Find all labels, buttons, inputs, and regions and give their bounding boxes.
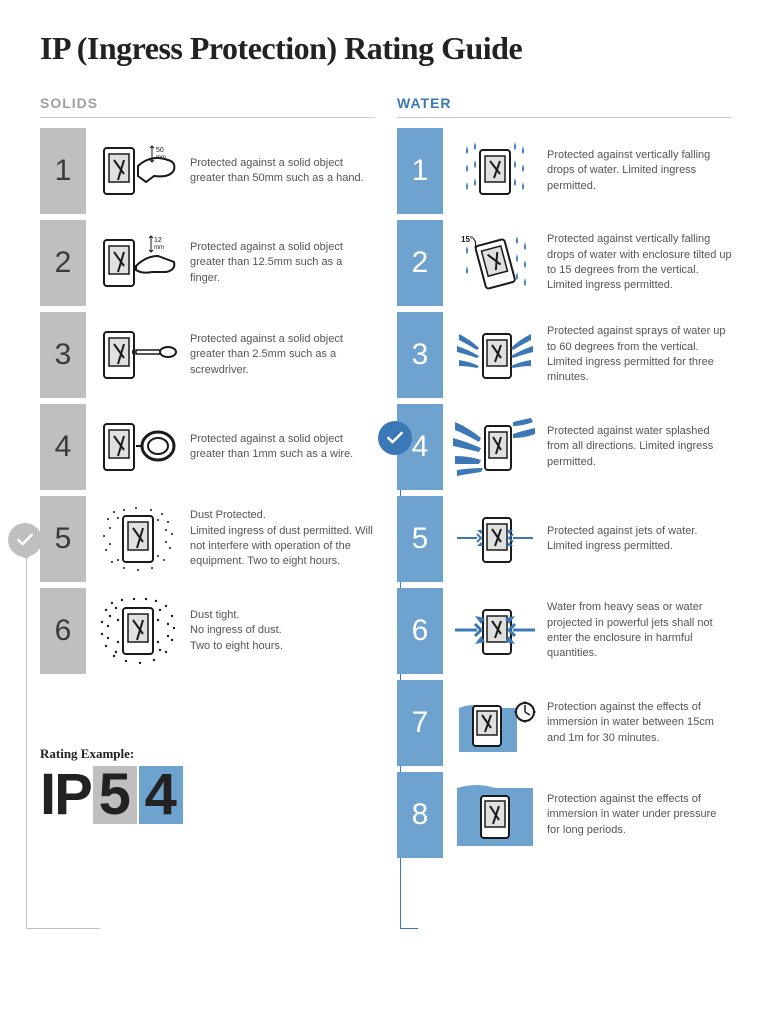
solids-icon-4: [96, 404, 180, 490]
solids-row: 4 Protected against a solid object great…: [40, 404, 375, 490]
water-number: 3: [397, 312, 443, 398]
solids-number: 4: [40, 404, 86, 490]
water-desc: Water from heavy seas or water projected…: [547, 600, 732, 662]
water-desc: Protected against water splashed from al…: [547, 424, 732, 470]
water-icon-8: [453, 772, 537, 858]
water-row: 7 Protection against the effects of imme…: [397, 680, 732, 766]
water-row: 5 Prote: [397, 496, 732, 582]
water-row: 8 Protection against the effects of imme…: [397, 772, 732, 858]
solids-row: 5 Dust Protected.Limited ingress of dust…: [40, 496, 375, 582]
svg-text:mm: mm: [154, 245, 164, 251]
svg-text:12: 12: [154, 237, 162, 244]
solids-icon-5: [96, 496, 180, 582]
solids-desc: Protected against a solid object greater…: [190, 332, 375, 378]
rating-water-digit: 4: [139, 766, 183, 824]
solids-number: 2: [40, 220, 86, 306]
water-desc: Protected against vertically falling dro…: [547, 148, 732, 194]
rating-prefix: IP: [40, 766, 91, 824]
page-title: IP (Ingress Protection) Rating Guide: [40, 30, 732, 67]
columns-container: SOLIDS 1 50 mm Protected against a solid…: [40, 95, 732, 864]
water-icon-1: [453, 128, 537, 214]
solids-desc: Protected against a solid object greater…: [190, 432, 375, 463]
water-header: WATER: [397, 95, 732, 118]
column-solids: SOLIDS 1 50 mm Protected against a solid…: [40, 95, 375, 864]
solids-icon-2: 12 mm: [96, 220, 180, 306]
svg-text:15°: 15°: [461, 235, 473, 244]
solids-icon-1: 50 mm: [96, 128, 180, 214]
solids-desc: Dust Protected.Limited ingress of dust p…: [190, 508, 375, 570]
water-icon-3: [453, 312, 537, 398]
rating-example-label: Rating Example:: [40, 746, 375, 762]
water-number: 5: [397, 496, 443, 582]
water-number: 2: [397, 220, 443, 306]
water-number: 1: [397, 128, 443, 214]
solids-row: 6 Dust tight.No ingress of dust.Two to e…: [40, 588, 375, 674]
solids-header: SOLIDS: [40, 95, 375, 118]
water-row: 3 Protected against sprays of: [397, 312, 732, 398]
water-row: 2 15° Protected aga: [397, 220, 732, 306]
solids-desc: Protected against a solid object greater…: [190, 156, 375, 187]
solids-desc: Protected against a solid object greater…: [190, 240, 375, 286]
water-desc: Protected against sprays of water up to …: [547, 324, 732, 386]
water-row: 4 Protected against water spl: [397, 404, 732, 490]
check-icon-water: [378, 421, 412, 455]
water-number: 6: [397, 588, 443, 674]
water-desc: Protected against jets of water. Limited…: [547, 524, 732, 555]
solids-desc: Dust tight.No ingress of dust.Two to eig…: [190, 608, 375, 654]
solids-row: 2 12 mm Protected against a solid object…: [40, 220, 375, 306]
solids-row: 3 Protected against a solid object great…: [40, 312, 375, 398]
solids-number: 5: [40, 496, 86, 582]
water-icon-4: [453, 404, 537, 490]
solids-number: 1: [40, 128, 86, 214]
water-desc: Protection against the effects of immers…: [547, 792, 732, 838]
water-icon-5: [453, 496, 537, 582]
water-icon-7: [453, 680, 537, 766]
water-row: 1 Protected against vertically falling d…: [397, 128, 732, 214]
water-number: 7: [397, 680, 443, 766]
solids-number: 6: [40, 588, 86, 674]
solids-number: 3: [40, 312, 86, 398]
rating-solids-digit: 5: [93, 766, 137, 824]
column-water: WATER 1 Protected against vertically fal…: [397, 95, 732, 864]
water-desc: Protected against vertically falling dro…: [547, 232, 732, 294]
water-number: 8: [397, 772, 443, 858]
water-row: 6 Water: [397, 588, 732, 674]
water-icon-2: 15°: [453, 220, 537, 306]
solids-row: 1 50 mm Protected against a solid object…: [40, 128, 375, 214]
rating-example: Rating Example: IP 5 4: [40, 746, 375, 824]
water-desc: Protection against the effects of immers…: [547, 700, 732, 746]
svg-text:mm: mm: [156, 155, 166, 161]
water-icon-6: [453, 588, 537, 674]
solids-icon-6: [96, 588, 180, 674]
svg-text:50: 50: [156, 147, 164, 154]
solids-icon-3: [96, 312, 180, 398]
